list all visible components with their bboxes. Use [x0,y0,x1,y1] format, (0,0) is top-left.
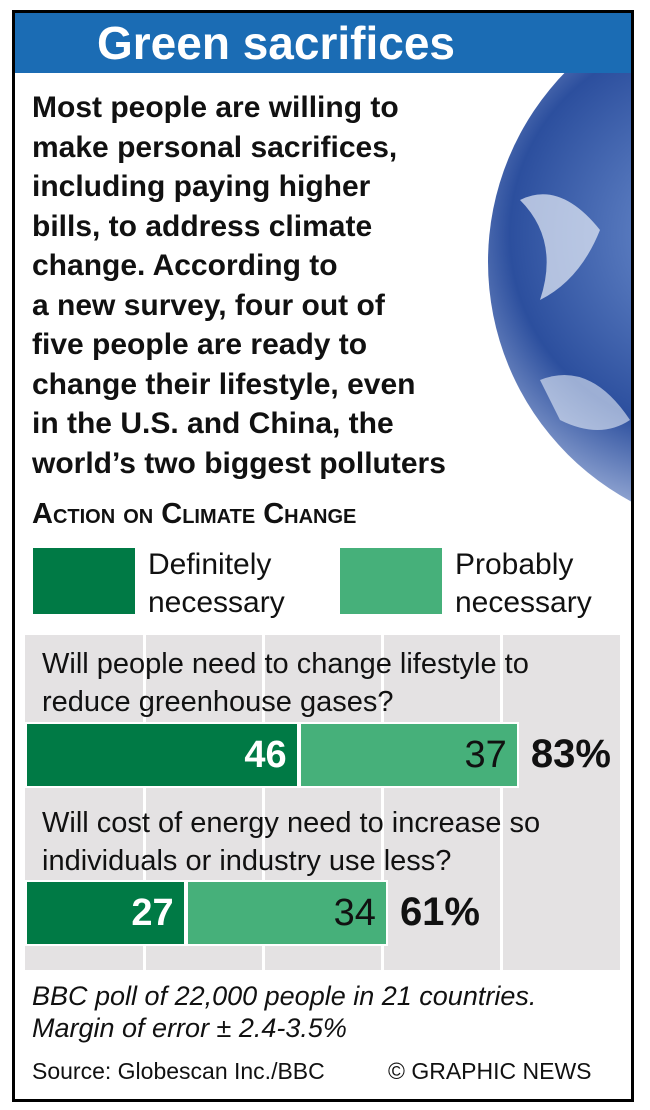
subtitle-line: a new survey, four out of [32,288,385,322]
credit: © GRAPHIC NEWS [388,1058,592,1084]
subtitle-line: make personal sacrifices, [32,130,398,164]
legend-label: Probably necessary [455,548,592,619]
subtitle-line: Most people are willing to [32,91,399,124]
source: Source: Globescan Inc./BBC [32,1058,325,1084]
bar-segment [185,880,388,946]
category-label: Will people need to change lifestyle to … [42,648,529,718]
bar-segment [298,722,519,788]
value-label: 27 [131,892,174,934]
bar-segment [25,722,299,788]
subtitle-line: including paying higher [32,170,371,203]
title: Green sacrifices [15,13,631,73]
grid-line [262,635,265,970]
legend-swatch [33,548,135,614]
subtitle: Most people are willing to make personal … [32,88,446,483]
subtitle-line: world’s two biggest polluters [32,446,446,480]
footnote: BBC poll of 22,000 people in 21 countrie… [32,981,537,1043]
heading: Action on Climate Change [32,498,357,530]
category-label: Will cost of energy need to increase so … [42,807,541,877]
subtitle-line: five people are ready to [32,328,368,361]
grid-line [143,635,146,970]
total-label: 83% [530,732,611,776]
total-label: 61% [399,890,480,934]
subtitle-line: in the U.S. and China, the [32,407,394,440]
subtitle-line: bills, to address climate [32,209,373,243]
value-label: 37 [464,734,507,776]
subtitle-line: change. According to [32,249,338,282]
frame [12,10,634,1102]
grid-line [381,635,384,970]
legend-label: Definitely necessary [148,548,285,619]
value-label: 46 [244,734,287,776]
grid-line [500,635,503,970]
bar-segment [25,880,186,946]
legend-swatch [340,548,442,614]
subtitle-line: change their lifestyle, even [32,367,416,401]
value-label: 34 [333,892,376,934]
